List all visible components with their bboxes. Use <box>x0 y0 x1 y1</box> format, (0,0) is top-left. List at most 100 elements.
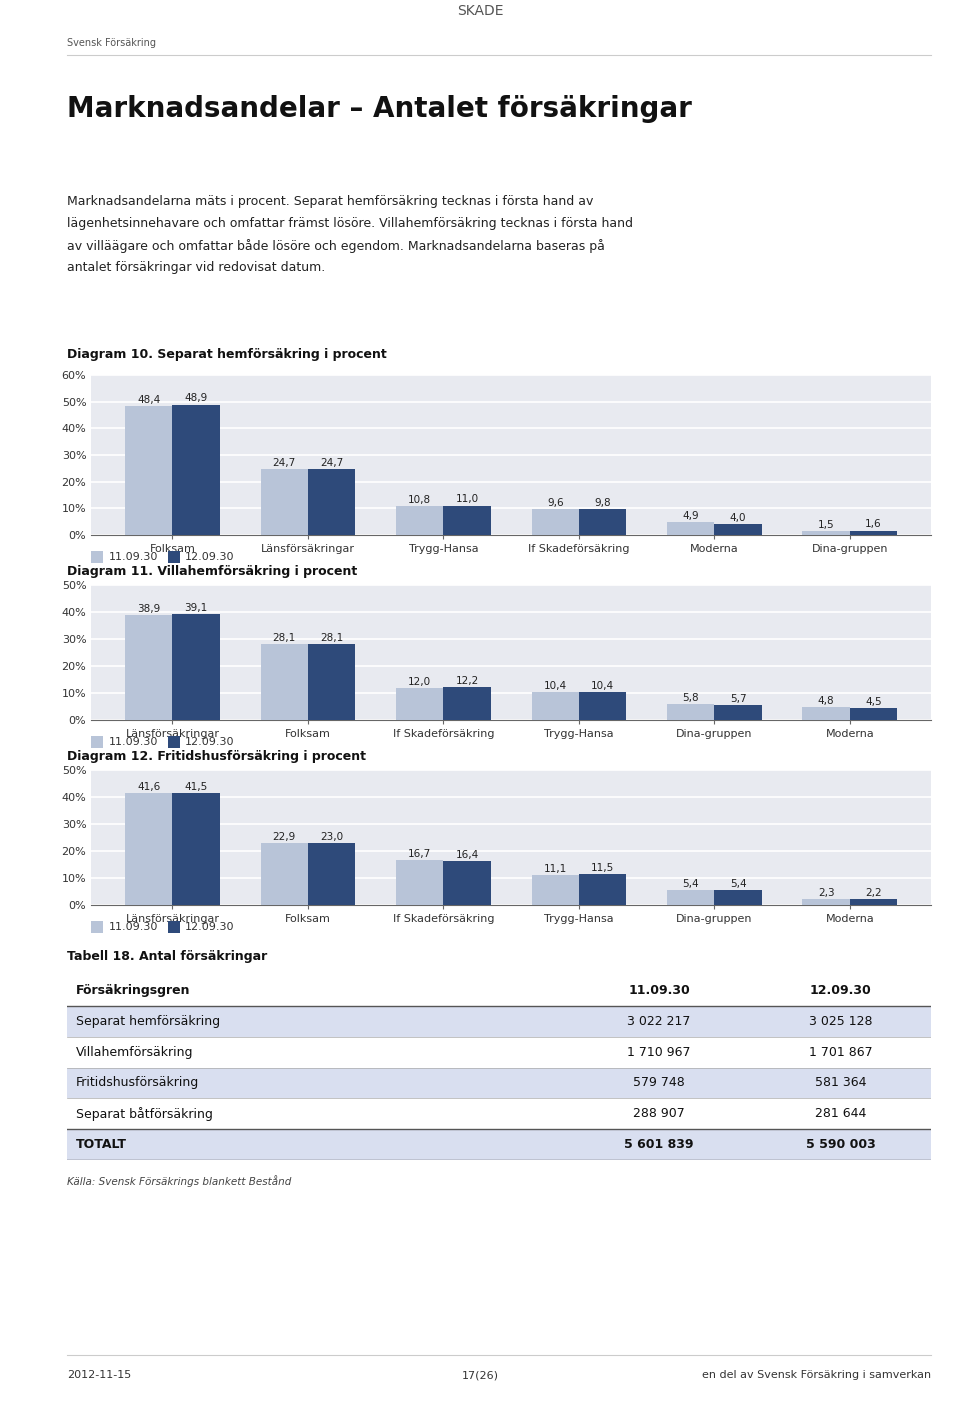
Bar <box>667 890 714 906</box>
Bar <box>67 1037 931 1067</box>
Text: 23,0: 23,0 <box>320 832 344 842</box>
Text: Tabell 18. Antal försäkringar: Tabell 18. Antal försäkringar <box>67 949 268 964</box>
Text: 4,5: 4,5 <box>865 696 882 706</box>
Text: 11.09.30: 11.09.30 <box>108 552 157 562</box>
Bar <box>714 705 762 720</box>
Text: 10,4: 10,4 <box>591 681 614 691</box>
Bar <box>67 1006 931 1037</box>
Text: 12.09.30: 12.09.30 <box>809 983 872 998</box>
Text: 48,4: 48,4 <box>137 395 160 405</box>
Text: 12,0: 12,0 <box>408 676 431 686</box>
Text: 5 590 003: 5 590 003 <box>805 1138 876 1150</box>
Text: Separat hemförsäkring: Separat hemförsäkring <box>76 1015 220 1027</box>
Text: 4,9: 4,9 <box>683 511 699 521</box>
Text: 11,0: 11,0 <box>456 494 479 504</box>
Text: 1,5: 1,5 <box>818 519 834 529</box>
Text: 5,4: 5,4 <box>683 879 699 890</box>
Bar <box>308 843 355 906</box>
Bar <box>532 509 579 535</box>
Bar <box>803 708 850 720</box>
Bar <box>67 1067 931 1098</box>
Bar <box>260 843 308 906</box>
Bar <box>308 644 355 720</box>
Text: 5,7: 5,7 <box>730 693 747 703</box>
Text: Marknadsandelar – Antalet försäkringar: Marknadsandelar – Antalet försäkringar <box>67 95 692 123</box>
Text: 28,1: 28,1 <box>273 633 296 642</box>
Bar <box>803 899 850 906</box>
Bar <box>714 525 762 535</box>
Text: 11.09.30: 11.09.30 <box>108 737 157 747</box>
Bar <box>444 688 491 720</box>
Bar <box>308 470 355 535</box>
Bar <box>173 792 220 906</box>
Text: 10,4: 10,4 <box>543 681 566 691</box>
Bar <box>125 792 173 906</box>
Text: 11,5: 11,5 <box>591 863 614 873</box>
Text: Svensk Försäkring: Svensk Försäkring <box>67 38 156 48</box>
Text: 39,1: 39,1 <box>184 603 207 613</box>
Bar <box>444 860 491 906</box>
Bar <box>532 874 579 906</box>
Bar <box>396 860 444 906</box>
Text: 12.09.30: 12.09.30 <box>185 552 235 562</box>
Bar <box>579 509 626 535</box>
Bar <box>67 1098 931 1129</box>
Text: 11,1: 11,1 <box>543 865 566 874</box>
Bar <box>667 705 714 720</box>
Text: 5,8: 5,8 <box>683 693 699 703</box>
Bar <box>67 1129 931 1160</box>
Text: 24,7: 24,7 <box>320 458 344 468</box>
Text: 11.09.30: 11.09.30 <box>108 923 157 932</box>
Text: Marknadsandelarna mäts i procent. Separat hemförsäkring tecknas i första hand av: Marknadsandelarna mäts i procent. Separa… <box>67 195 593 208</box>
Text: 24,7: 24,7 <box>273 458 296 468</box>
Bar <box>714 890 762 906</box>
Text: 4,0: 4,0 <box>730 514 746 524</box>
Text: Diagram 12. Fritidshusförsäkring i procent: Diagram 12. Fritidshusförsäkring i proce… <box>67 750 366 763</box>
Text: 2,2: 2,2 <box>865 889 882 899</box>
Text: 4,8: 4,8 <box>818 696 834 706</box>
Text: 9,6: 9,6 <box>547 498 564 508</box>
Bar <box>444 505 491 535</box>
Text: 1 701 867: 1 701 867 <box>808 1046 873 1058</box>
Text: 581 364: 581 364 <box>815 1077 866 1090</box>
Text: en del av Svensk Försäkring i samverkan: en del av Svensk Försäkring i samverkan <box>702 1370 931 1380</box>
Text: 281 644: 281 644 <box>815 1108 866 1121</box>
Text: av villäägare och omfattar både lösöre och egendom. Marknadsandelarna baseras på: av villäägare och omfattar både lösöre o… <box>67 239 605 253</box>
Bar <box>532 692 579 720</box>
Text: 16,7: 16,7 <box>408 849 431 859</box>
Text: 17(26): 17(26) <box>462 1370 498 1380</box>
Bar <box>125 616 173 720</box>
Text: Fritidshusförsäkring: Fritidshusförsäkring <box>76 1077 199 1090</box>
Text: 3 025 128: 3 025 128 <box>808 1015 873 1027</box>
Text: 5 601 839: 5 601 839 <box>624 1138 694 1150</box>
Text: 9,8: 9,8 <box>594 498 611 508</box>
Bar <box>173 614 220 720</box>
Text: antalet försäkringar vid redovisat datum.: antalet försäkringar vid redovisat datum… <box>67 260 325 275</box>
Text: 28,1: 28,1 <box>320 633 344 642</box>
Bar <box>579 692 626 720</box>
Text: 2012-11-15: 2012-11-15 <box>67 1370 132 1380</box>
Text: 2,3: 2,3 <box>818 887 834 897</box>
Text: SKADE: SKADE <box>457 4 503 18</box>
Text: Separat båtförsäkring: Separat båtförsäkring <box>76 1107 213 1121</box>
Bar <box>803 531 850 535</box>
Text: Diagram 10. Separat hemförsäkring i procent: Diagram 10. Separat hemförsäkring i proc… <box>67 348 387 361</box>
Text: 10,8: 10,8 <box>408 495 431 505</box>
Bar <box>850 708 898 720</box>
Text: Villahemförsäkring: Villahemförsäkring <box>76 1046 193 1058</box>
Text: 5,4: 5,4 <box>730 879 747 890</box>
Text: Källa: Svensk Försäkrings blankett Bestånd: Källa: Svensk Försäkrings blankett Bestå… <box>67 1174 292 1187</box>
Bar <box>850 531 898 535</box>
Text: Försäkringsgren: Försäkringsgren <box>76 983 190 998</box>
Text: 41,5: 41,5 <box>184 782 207 792</box>
Bar <box>667 522 714 535</box>
Text: 12.09.30: 12.09.30 <box>185 737 235 747</box>
Text: 48,9: 48,9 <box>184 393 207 403</box>
Text: 16,4: 16,4 <box>456 849 479 860</box>
Bar <box>396 688 444 720</box>
Bar <box>850 899 898 906</box>
Bar <box>260 644 308 720</box>
Bar <box>125 406 173 535</box>
Text: TOTALT: TOTALT <box>76 1138 127 1150</box>
Text: 41,6: 41,6 <box>137 781 160 791</box>
